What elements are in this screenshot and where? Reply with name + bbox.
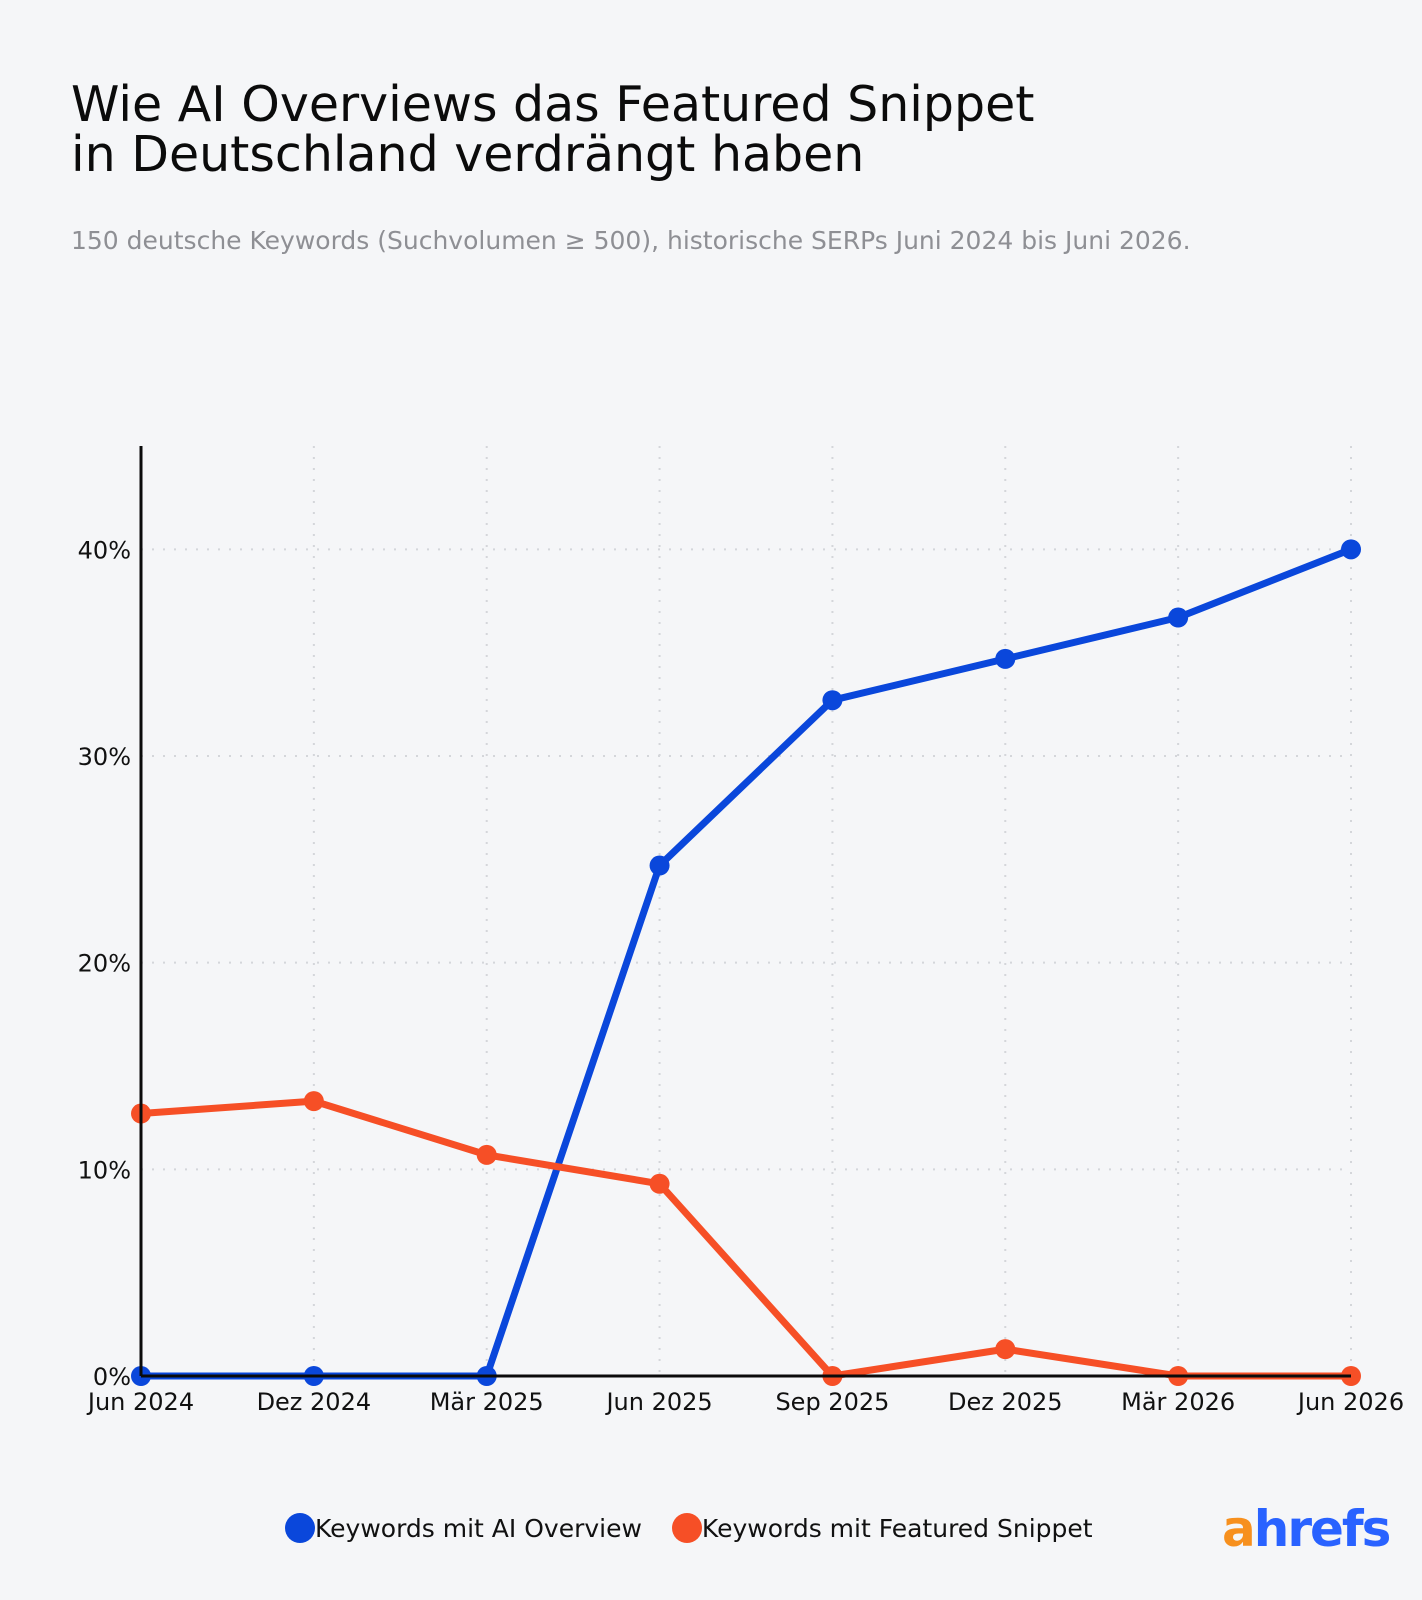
data-point: [822, 690, 843, 711]
y-tick-label: 0%: [93, 1363, 131, 1391]
title-line-2: in Deutschland verdrängt haben: [71, 126, 865, 183]
legend-item-featured-snippet: Keywords mit Featured Snippet: [671, 1513, 1093, 1543]
ahrefs-logo: ahrefs: [1222, 1500, 1392, 1558]
legend-marker-ai-overview: [285, 1513, 315, 1543]
y-tick-label: 10%: [78, 1156, 131, 1184]
x-tick-label: Jun 2026: [1296, 1388, 1404, 1416]
x-tick-label: Jun 2024: [86, 1388, 194, 1416]
legend-marker-featured-snippet: [671, 1513, 702, 1543]
legend: Keywords mit AI Overview Keywords mit Fe…: [285, 1510, 1123, 1546]
x-tick-label: Mär 2026: [1121, 1388, 1235, 1416]
data-point: [649, 855, 670, 876]
data-point: [995, 1339, 1016, 1360]
y-tick-label: 30%: [78, 743, 131, 771]
x-tick-label: Mär 2025: [430, 1388, 544, 1416]
legend-label-ai-overview: Keywords mit AI Overview: [315, 1513, 642, 1543]
legend-item-ai-overview: Keywords mit AI Overview: [285, 1513, 642, 1543]
x-tick-label: Dez 2025: [948, 1388, 1063, 1416]
legend-label-featured-snippet: Keywords mit Featured Snippet: [701, 1513, 1093, 1543]
data-point: [995, 648, 1016, 669]
title-line-1: Wie AI Overviews das Featured Snippet: [71, 76, 1035, 133]
data-point: [303, 1091, 324, 1112]
series-line: [137, 1097, 1355, 1380]
x-tick-label: Jun 2025: [604, 1388, 712, 1416]
logo-letter-a: a: [1222, 1500, 1256, 1558]
data-point: [1168, 607, 1189, 628]
y-tick-label: 20%: [78, 950, 131, 978]
x-tick-label: Dez 2024: [257, 1388, 372, 1416]
data-point: [1341, 539, 1361, 560]
chart-subtitle: 150 deutsche Keywords (Suchvolumen ≥ 500…: [71, 226, 1191, 255]
data-point: [649, 1173, 670, 1194]
data-point: [476, 1144, 497, 1165]
chart-title: Wie AI Overviews das Featured Snippet in…: [71, 80, 1271, 180]
x-tick-label: Sep 2025: [775, 1388, 889, 1416]
logo-letters-hrefs: hrefs: [1253, 1500, 1392, 1558]
y-tick-label: 40%: [78, 536, 131, 564]
